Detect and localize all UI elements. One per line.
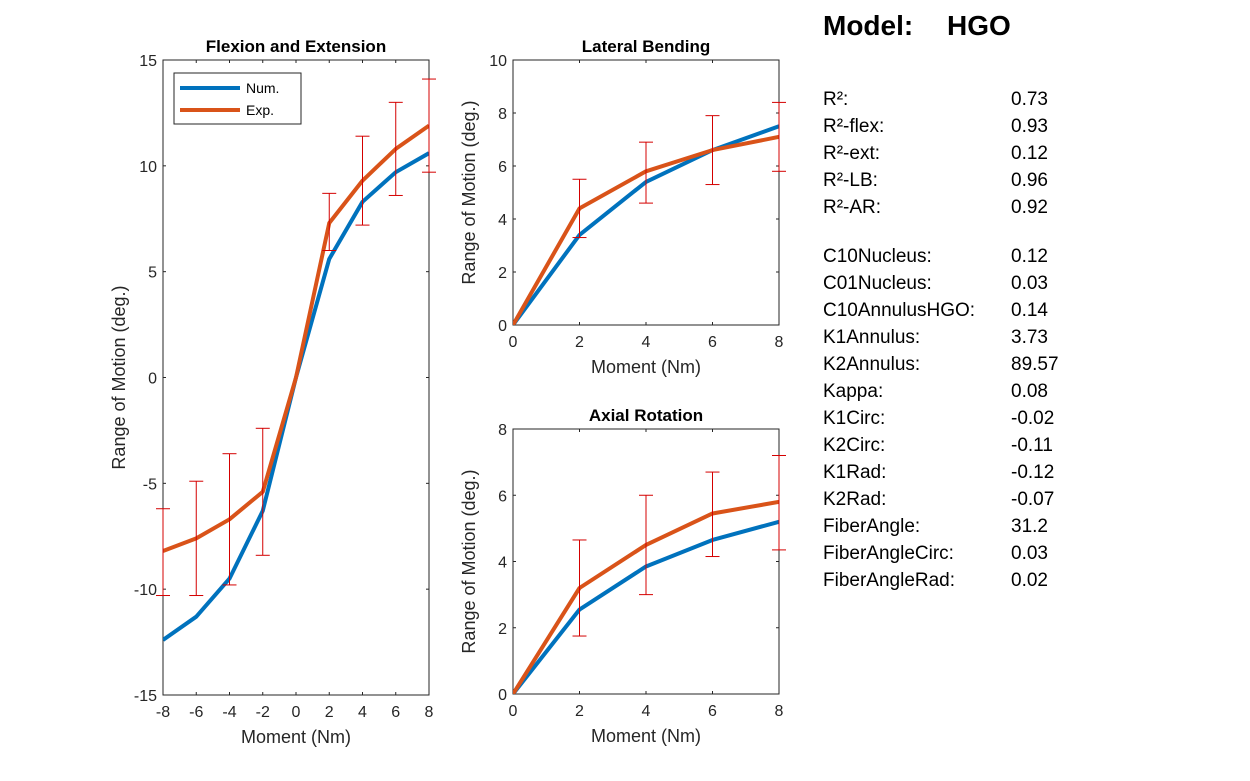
- param-value: 0.02: [1011, 570, 1048, 591]
- y-tick-label: 6: [498, 159, 507, 176]
- param-label: R²:: [823, 89, 849, 110]
- param-label: K2Rad:: [823, 489, 887, 510]
- param-value: 31.2: [1011, 516, 1048, 537]
- param-value: -0.07: [1011, 489, 1055, 510]
- chart-title: Flexion and Extension: [206, 37, 386, 56]
- y-tick-label: 2: [498, 265, 507, 282]
- param-value: 0.93: [1011, 116, 1048, 137]
- chart-3: 0 2 4 6 8 0 2 4 6 8 Axial Rotation Moment (Nm) Range…: [459, 406, 786, 746]
- x-tick-label: 8: [775, 334, 784, 351]
- y-tick-label: 8: [498, 422, 507, 439]
- x-axis-label: Moment (Nm): [591, 357, 701, 377]
- param-label: K2Circ:: [823, 435, 886, 456]
- param-value: 0.08: [1011, 381, 1048, 402]
- model-label: Model:: [823, 10, 914, 41]
- y-tick-label: 10: [139, 159, 157, 176]
- param-label: K1Circ:: [823, 408, 886, 429]
- plot-contents: [163, 123, 429, 642]
- param-label: C01Nucleus:: [823, 273, 932, 294]
- param-label: FiberAngleCirc:: [823, 543, 954, 564]
- param-value: 3.73: [1011, 327, 1048, 348]
- param-label: R²-AR:: [823, 197, 882, 218]
- model-heading: Model: HGO: [823, 10, 1011, 42]
- y-tick-label: 4: [498, 212, 507, 229]
- param-value: 0.14: [1011, 300, 1048, 321]
- y-tick-label: 0: [498, 318, 507, 335]
- x-tick-label: 6: [708, 703, 717, 720]
- chart-1: -8 -6 -4 -2 0 2 4 6 8 -15 -10 -5 0 5 10 15 Flexion and E…: [109, 37, 436, 747]
- x-tick-label: 8: [775, 703, 784, 720]
- param-label: K1Rad:: [823, 462, 887, 483]
- param-label: R²-flex:: [823, 116, 885, 137]
- y-tick-label: 0: [148, 371, 157, 388]
- legend-label: Num.: [246, 80, 279, 96]
- y-tick-label: 2: [498, 621, 507, 638]
- chart-2: 0 2 4 6 8 0 2 4 6 8 10 Lateral Bending Moment (Nm) Ra…: [459, 37, 786, 377]
- y-tick-label: -15: [134, 688, 157, 705]
- x-tick-label: 2: [575, 703, 584, 720]
- x-tick-label: 0: [292, 704, 301, 721]
- param-label: K1Annulus:: [823, 327, 921, 348]
- x-tick-label: 0: [509, 334, 518, 351]
- param-label: R²-ext:: [823, 143, 880, 164]
- y-tick-label: 10: [489, 53, 507, 70]
- model-value: HGO: [947, 10, 1011, 41]
- param-label: FiberAngleRad:: [823, 570, 956, 591]
- chart-title: Axial Rotation: [589, 406, 703, 425]
- param-label: Kappa:: [823, 381, 884, 402]
- y-tick-label: 4: [498, 555, 507, 572]
- y-tick-label: -10: [134, 582, 157, 599]
- param-value: -0.11: [1011, 435, 1053, 456]
- x-tick-label: -8: [156, 704, 170, 721]
- y-tick-label: 8: [498, 106, 507, 123]
- param-value: 0.03: [1011, 273, 1048, 294]
- param-label: C10Nucleus:: [823, 246, 932, 267]
- x-tick-label: -4: [222, 704, 236, 721]
- param-value: 0.03: [1011, 543, 1048, 564]
- param-value: 0.96: [1011, 170, 1048, 191]
- param-label: FiberAngle:: [823, 516, 921, 537]
- y-tick-label: 0: [498, 687, 507, 704]
- y-axis-label: Range of Motion (deg.): [459, 469, 479, 653]
- legend: Num. Exp.: [173, 72, 302, 125]
- x-tick-label: 4: [358, 704, 367, 721]
- legend-box: [173, 72, 302, 125]
- legend-label: Exp.: [246, 102, 274, 118]
- x-tick-label: 8: [425, 704, 434, 721]
- y-tick-label: -5: [143, 476, 157, 493]
- x-axis-label: Moment (Nm): [591, 726, 701, 746]
- y-tick-label: 6: [498, 488, 507, 505]
- x-tick-label: -6: [189, 704, 203, 721]
- x-tick-label: 2: [575, 334, 584, 351]
- x-tick-label: 0: [509, 703, 518, 720]
- x-tick-label: 4: [642, 334, 651, 351]
- x-axis-label: Moment (Nm): [241, 727, 351, 747]
- y-tick-label: 15: [139, 53, 157, 70]
- param-label: R²-LB:: [823, 170, 878, 191]
- x-tick-label: 6: [708, 334, 717, 351]
- param-value: -0.12: [1011, 462, 1055, 483]
- param-value: 0.12: [1011, 246, 1048, 267]
- series-line-exp: [163, 123, 429, 553]
- x-tick-label: 4: [642, 703, 651, 720]
- x-tick-label: 6: [391, 704, 400, 721]
- x-tick-label: -2: [256, 704, 270, 721]
- chart-title: Lateral Bending: [582, 37, 710, 56]
- param-value: 0.73: [1011, 89, 1048, 110]
- param-label: C10AnnulusHGO:: [823, 300, 976, 321]
- y-axis-label: Range of Motion (deg.): [459, 100, 479, 284]
- x-tick-label: 2: [325, 704, 334, 721]
- param-value: 0.92: [1011, 197, 1048, 218]
- param-label: K2Annulus:: [823, 354, 921, 375]
- y-tick-label: 5: [148, 265, 157, 282]
- param-value: -0.02: [1011, 408, 1055, 429]
- param-value: 0.12: [1011, 143, 1048, 164]
- param-value: 89.57: [1011, 354, 1059, 375]
- y-axis-label: Range of Motion (deg.): [109, 285, 129, 469]
